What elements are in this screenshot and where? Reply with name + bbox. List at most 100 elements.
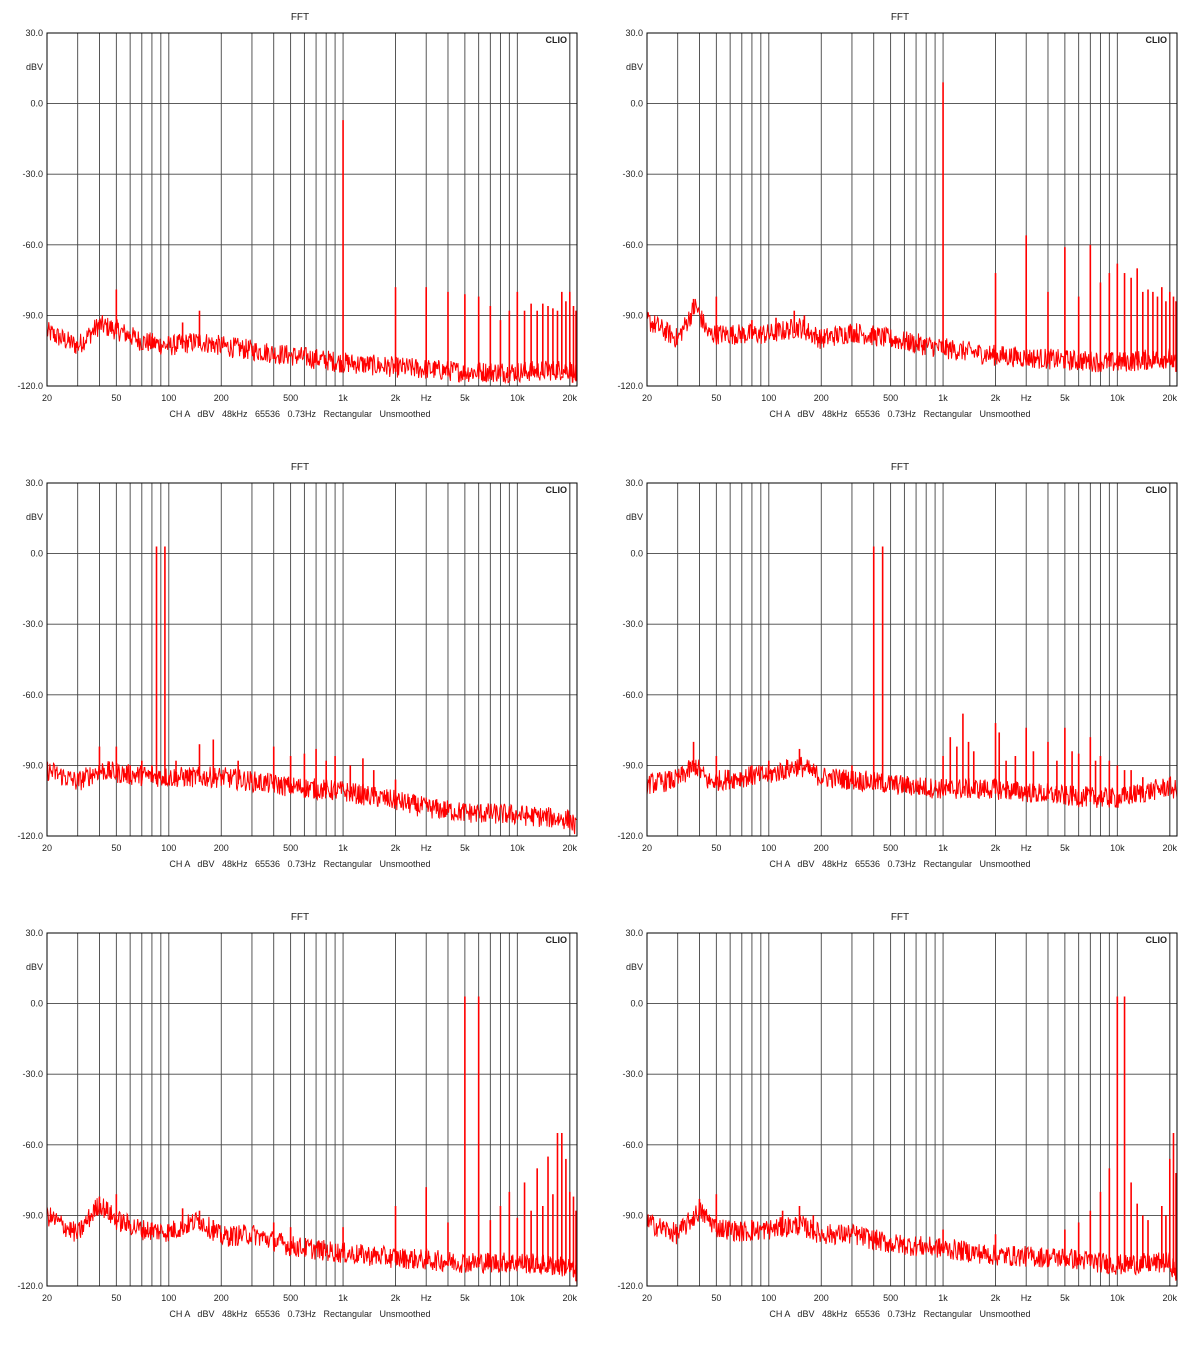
x-tick-label: 20 — [642, 1293, 652, 1303]
x-tick-label: 10k — [510, 843, 525, 853]
x-tick-label: 500 — [883, 393, 898, 403]
plot-frame — [646, 482, 1178, 837]
x-tick-label: 50 — [111, 1293, 121, 1303]
y-tick-label: 0.0 — [630, 99, 643, 109]
x-tick-label: 20 — [642, 843, 652, 853]
y-tick-label: -90.0 — [22, 1210, 43, 1220]
plot-frame — [46, 32, 578, 387]
x-tick-label: 20k — [1163, 843, 1178, 853]
y-axis-unit: dBV — [626, 962, 643, 972]
fft-chart-svg: FFT 30.0 0.0 -30.0 -60.0 -90.0 -120.0 dBV 20 50 10… — [617, 912, 1178, 1319]
measurement-settings: CH A dBV 48kHz 65536 0.73Hz Rectangular … — [769, 859, 1030, 869]
series-line — [46, 1197, 578, 1286]
y-axis-unit: dBV — [26, 962, 43, 972]
y-tick-label: -60.0 — [622, 690, 643, 700]
x-tick-label: 20 — [642, 393, 652, 403]
chart-title: FFT — [291, 462, 309, 473]
clio-badge: CLIO — [546, 935, 568, 945]
x-tick-label: 100 — [761, 843, 776, 853]
x-tick-label: Hz — [421, 1293, 432, 1303]
plot-frame — [646, 932, 1178, 1287]
x-tick-label: 5k — [1060, 1293, 1070, 1303]
x-tick-label: 500 — [283, 393, 298, 403]
x-tick-label: 20 — [42, 393, 52, 403]
x-tick-label: 20 — [42, 1293, 52, 1303]
y-tick-label: -120.0 — [17, 831, 43, 841]
series-line — [46, 761, 578, 835]
fft-chart-svg: FFT 30.0 0.0 -30.0 -60.0 -90.0 -120.0 dBV 20 50 10… — [617, 462, 1178, 869]
x-tick-label: Hz — [421, 393, 432, 403]
measurement-settings: CH A dBV 48kHz 65536 0.73Hz Rectangular … — [169, 859, 430, 869]
series-line — [646, 298, 1178, 373]
chart-title: FFT — [291, 912, 309, 923]
y-tick-label: -60.0 — [622, 240, 643, 250]
y-tick-label: 0.0 — [30, 999, 43, 1009]
x-tick-label: Hz — [421, 843, 432, 853]
y-axis-unit: dBV — [26, 512, 43, 522]
chart-title: FFT — [891, 912, 909, 923]
x-tick-label: Hz — [1021, 393, 1032, 403]
fft-chart-3: FFT 30.0 0.0 -30.0 -60.0 -90.0 -120.0 dBV 20 50 10… — [0, 450, 600, 900]
y-tick-label: -120.0 — [17, 1281, 43, 1291]
fft-chart-svg: FFT 30.0 0.0 -30.0 -60.0 -90.0 -120.0 dBV 20 50 10… — [17, 912, 578, 1319]
x-tick-label: Hz — [1021, 843, 1032, 853]
x-tick-label: 20k — [563, 393, 578, 403]
chart-title: FFT — [891, 462, 909, 473]
x-tick-label: 20k — [1163, 1293, 1178, 1303]
x-tick-label: 1k — [338, 1293, 348, 1303]
plot-area — [647, 33, 1177, 386]
x-tick-label: 5k — [460, 393, 470, 403]
x-tick-label: 20k — [563, 843, 578, 853]
x-tick-label: 2k — [391, 1293, 401, 1303]
y-tick-label: 0.0 — [30, 549, 43, 559]
measurement-settings: CH A dBV 48kHz 65536 0.73Hz Rectangular … — [169, 1309, 430, 1319]
plot-frame — [46, 932, 578, 1287]
series-line — [646, 1202, 1178, 1281]
x-tick-label: 1k — [338, 843, 348, 853]
y-tick-label: 30.0 — [25, 928, 43, 938]
x-tick-label: 50 — [111, 843, 121, 853]
x-tick-label: 500 — [283, 1293, 298, 1303]
x-tick-label: 10k — [510, 393, 525, 403]
chart-title: FFT — [891, 12, 909, 23]
y-tick-label: -120.0 — [617, 831, 643, 841]
y-tick-label: -30.0 — [622, 619, 643, 629]
x-tick-label: 100 — [161, 843, 176, 853]
x-tick-label: 50 — [111, 393, 121, 403]
x-tick-label: 2k — [991, 1293, 1001, 1303]
measurement-settings: CH A dBV 48kHz 65536 0.73Hz Rectangular … — [769, 409, 1030, 419]
x-tick-label: 5k — [1060, 393, 1070, 403]
x-tick-label: 10k — [510, 1293, 525, 1303]
x-tick-label: 2k — [391, 843, 401, 853]
x-tick-label: 50 — [711, 393, 721, 403]
y-tick-label: -90.0 — [622, 760, 643, 770]
fft-chart-svg: FFT 30.0 0.0 -30.0 -60.0 -90.0 -120.0 dBV 20 50 10… — [617, 12, 1178, 419]
x-tick-label: 5k — [460, 843, 470, 853]
y-tick-label: -120.0 — [617, 1281, 643, 1291]
x-tick-label: 20 — [42, 843, 52, 853]
x-tick-label: 500 — [883, 1293, 898, 1303]
x-tick-label: 10k — [1110, 393, 1125, 403]
y-tick-label: -30.0 — [22, 619, 43, 629]
y-tick-label: -60.0 — [22, 240, 43, 250]
y-tick-label: -30.0 — [22, 169, 43, 179]
x-tick-label: 500 — [883, 843, 898, 853]
y-tick-label: 30.0 — [625, 928, 643, 938]
x-tick-label: 10k — [1110, 843, 1125, 853]
y-tick-label: -120.0 — [17, 381, 43, 391]
plot-area — [47, 33, 577, 386]
y-axis-unit: dBV — [626, 62, 643, 72]
x-tick-label: 1k — [938, 843, 948, 853]
clio-badge: CLIO — [546, 35, 568, 45]
x-tick-label: 100 — [761, 393, 776, 403]
clio-badge: CLIO — [546, 485, 568, 495]
plot-area — [47, 933, 577, 1286]
x-tick-label: 200 — [814, 1293, 829, 1303]
y-tick-label: -90.0 — [622, 1210, 643, 1220]
y-tick-label: 0.0 — [630, 549, 643, 559]
fft-chart-1: FFT 30.0 0.0 -30.0 -60.0 -90.0 -120.0 dBV 20 50 10… — [0, 0, 600, 450]
clio-badge: CLIO — [1146, 485, 1168, 495]
series-line — [646, 756, 1178, 808]
y-tick-label: 0.0 — [30, 99, 43, 109]
